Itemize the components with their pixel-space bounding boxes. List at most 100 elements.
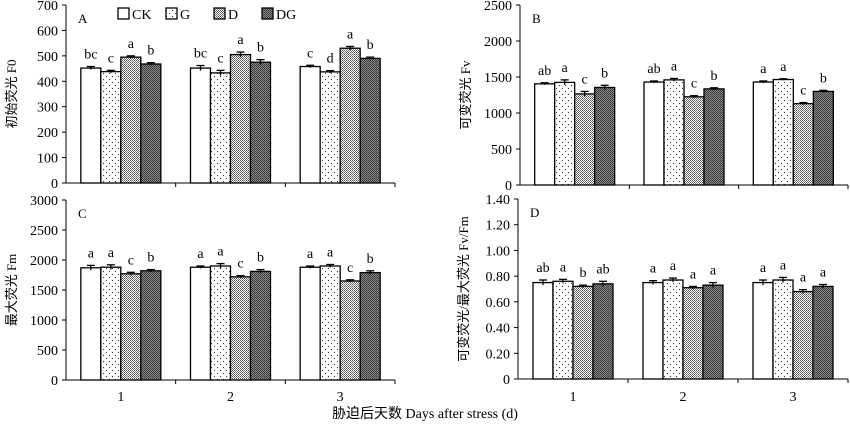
y-tick-label: 0 (51, 374, 58, 389)
bar-CK (532, 281, 554, 380)
bar-G (772, 279, 794, 380)
legend-label: D (228, 8, 238, 23)
significance-letter: c (691, 77, 697, 92)
y-tick-label: 3000 (30, 194, 58, 209)
y-tick-label: 0.20 (486, 347, 511, 362)
y-tick-label: 2500 (484, 0, 512, 14)
y-tick-label: 700 (37, 0, 58, 14)
bar-DG (140, 270, 162, 381)
y-tick-label: 0 (51, 177, 58, 192)
bar-G (100, 70, 122, 184)
significance-letter: a (820, 266, 827, 281)
bar-G (209, 72, 232, 184)
significance-letter: c (128, 253, 134, 268)
bar-G (663, 79, 685, 186)
x-tick-label: 3 (337, 390, 344, 405)
bar-D (792, 290, 814, 380)
legend-swatch-DG (261, 7, 274, 20)
bar-D (572, 285, 594, 380)
panel-label: C (78, 206, 87, 221)
significance-letter: a (560, 260, 567, 275)
y-axis-label: 可变荧光/最大荧光 Fv/Fm (456, 216, 471, 362)
y-tick-label: 0.60 (486, 296, 511, 311)
bar-D (339, 47, 361, 184)
panel-label: D (530, 205, 539, 220)
y-tick-label: 1.00 (486, 244, 511, 259)
bar-D (229, 53, 252, 184)
y-tick-label: 1.20 (486, 219, 511, 234)
significance-letter: c (582, 72, 588, 87)
bar-CK (80, 67, 102, 184)
y-tick-label: 500 (491, 143, 512, 158)
y-tick-label: 1500 (30, 284, 58, 299)
y-tick-label: 500 (37, 344, 58, 359)
y-axis-label: 可变荧光 Fv (458, 60, 473, 129)
significance-letter: c (108, 51, 114, 66)
significance-letter: b (820, 71, 827, 86)
significance-letter: a (760, 261, 767, 276)
panel-label: A (78, 11, 88, 26)
significance-letter: a (710, 264, 717, 279)
significance-letter: a (88, 246, 95, 261)
significance-letter: a (690, 267, 697, 282)
bar-CK (189, 67, 212, 184)
bar-G (554, 81, 576, 186)
bar-G (662, 279, 684, 380)
bar-D (682, 287, 704, 380)
panel-label: B (532, 11, 541, 26)
x-tick-label: 2 (227, 390, 234, 405)
significance-letter: a (197, 247, 204, 262)
significance-letter: b (257, 41, 264, 56)
significance-letter: ab (538, 64, 551, 79)
bar-CK (642, 281, 664, 380)
bar-G (772, 78, 794, 186)
bar-CK (534, 83, 556, 186)
bar-CK (643, 81, 665, 186)
y-tick-label: 600 (37, 24, 58, 39)
bar-D (683, 96, 705, 186)
y-tick-label: 500 (37, 50, 58, 65)
significance-letter: c (217, 51, 223, 66)
significance-letter: a (670, 259, 677, 274)
bar-DG (592, 283, 614, 380)
bar-D (339, 280, 361, 381)
x-tick-label: 3 (790, 390, 797, 405)
significance-letter: c (800, 84, 806, 99)
x-tick-label: 2 (680, 390, 687, 405)
y-tick-label: 2000 (30, 254, 58, 269)
y-tick-label: 200 (37, 126, 58, 141)
significance-letter: a (780, 258, 787, 273)
significance-letter: b (257, 251, 264, 266)
y-tick-label: 1.40 (486, 193, 511, 208)
x-tick-label: 1 (117, 390, 124, 405)
bar-CK (299, 266, 321, 381)
significance-letter: a (108, 246, 115, 261)
bar-DG (140, 63, 162, 184)
significance-letter: a (128, 37, 135, 52)
y-tick-label: 1500 (484, 71, 512, 86)
significance-letter: a (650, 262, 657, 277)
bar-D (120, 273, 142, 381)
y-tick-label: 2000 (484, 35, 512, 50)
significance-letter: ab (647, 62, 660, 77)
bar-CK (752, 81, 774, 186)
significance-letter: b (147, 44, 154, 59)
bar-G (100, 266, 122, 381)
significance-letter: c (347, 261, 353, 276)
y-axis-label: 初始荧光 F0 (4, 60, 19, 129)
significance-letter: ab (536, 261, 549, 276)
bar-CK (80, 267, 102, 381)
y-tick-label: 2500 (30, 224, 58, 239)
significance-letter: a (562, 61, 569, 76)
significance-letter: a (237, 33, 244, 48)
significance-letter: b (367, 38, 374, 53)
bar-DG (702, 284, 724, 380)
legend-swatch-G (165, 7, 178, 20)
bar-G (209, 265, 232, 381)
legend-label: CK (132, 8, 151, 23)
y-tick-label: 300 (37, 101, 58, 116)
bar-D (229, 276, 252, 381)
bar-D (792, 102, 814, 186)
significance-letter: a (760, 62, 767, 77)
